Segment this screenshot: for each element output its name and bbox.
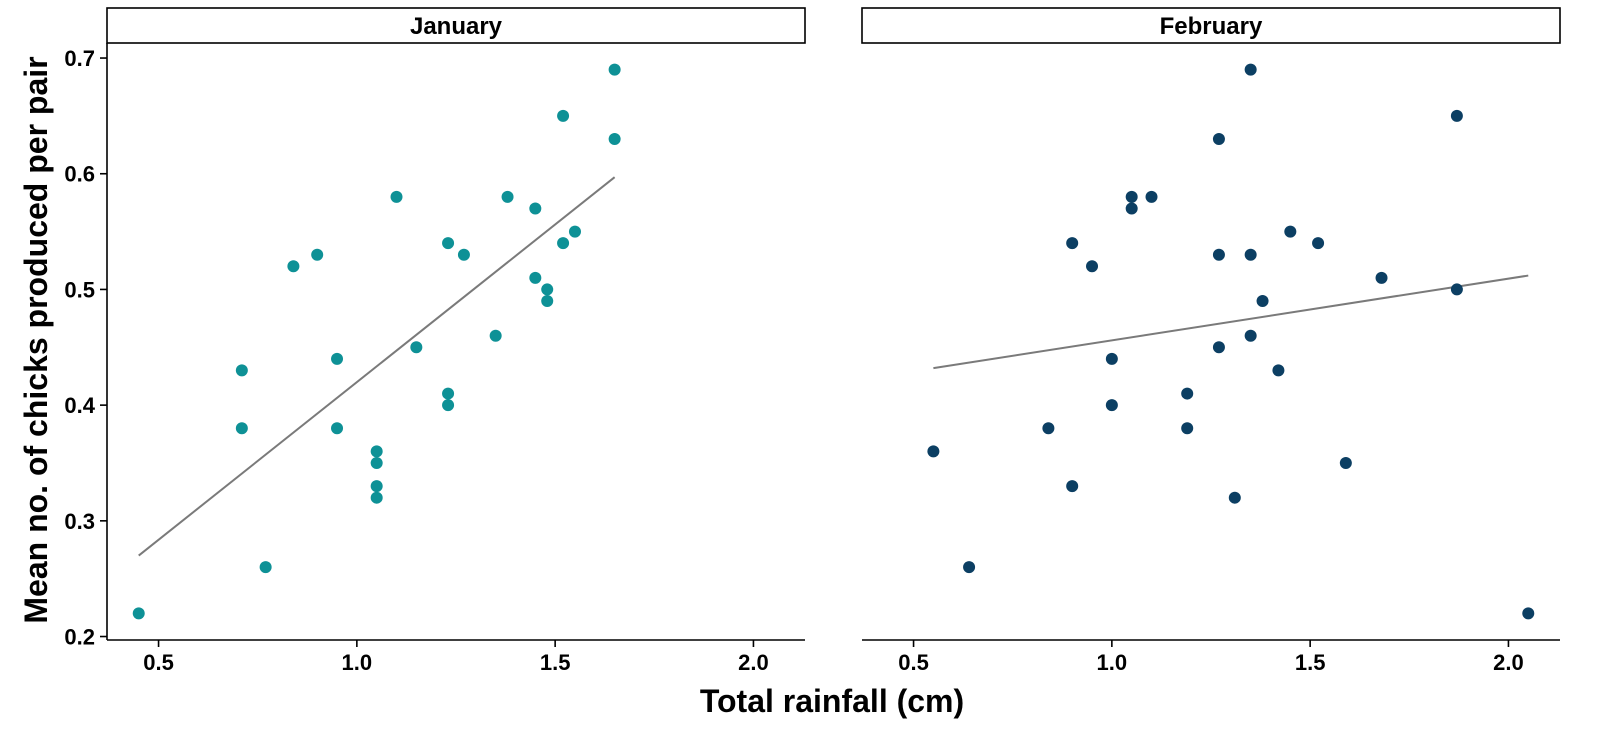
data-point [568,225,581,238]
y-tick-label: 0.2 [64,625,95,650]
data-point [1450,109,1463,122]
data-point [1181,387,1194,400]
x-tick-label: 2.0 [1493,650,1524,675]
facet-strip [861,7,1561,44]
data-point [1244,63,1257,76]
data-point [259,561,272,574]
data-point [1272,364,1285,377]
data-point [1244,248,1257,261]
trend-line [933,274,1529,370]
data-point [370,491,383,504]
data-point [331,422,344,435]
data-point [370,445,383,458]
y-tick-label: 0.4 [64,393,95,418]
data-point [557,109,570,122]
data-point [132,607,145,620]
data-point [235,364,248,377]
data-point [1145,190,1158,203]
x-tick-label: 0.5 [898,650,929,675]
x-tick-label: 1.5 [1295,650,1326,675]
data-point [331,352,344,365]
data-point [1181,422,1194,435]
data-point [1212,341,1225,354]
data-point [410,341,423,354]
y-tick-label: 0.3 [64,509,95,534]
data-point [311,248,324,261]
data-point [1339,456,1352,469]
data-point [457,248,470,261]
data-point [1125,202,1138,215]
facet-label: January [410,13,503,40]
data-point [1522,607,1535,620]
data-point [287,260,300,273]
y-axis-title: Mean no. of chicks produced per pair [18,56,54,623]
chart-panels: January 0.5 1.0 1.5 2.0 0.2 0.3 0.4 0.5 0.6 0.7 Feb… [64,7,1561,675]
data-point [529,271,542,284]
data-point [501,190,514,203]
data-point [1450,283,1463,296]
data-point [1256,295,1269,308]
data-point [529,202,542,215]
data-point [541,283,554,296]
x-tick-label: 1.5 [540,650,571,675]
data-point [608,133,621,146]
data-point [1066,237,1079,250]
data-point [1066,480,1079,493]
x-tick-label: 1.0 [342,650,373,675]
data-point [489,329,502,342]
data-point [442,399,455,412]
x-tick-label: 1.0 [1097,650,1128,675]
x-tick-label: 0.5 [143,650,174,675]
data-point [1228,491,1241,504]
data-point [541,295,554,308]
data-point [1284,225,1297,238]
data-point [370,480,383,493]
data-point [1212,133,1225,146]
data-point [370,456,383,469]
data-point [1105,399,1118,412]
data-point [442,237,455,250]
data-point [1086,260,1099,273]
data-point [390,190,403,203]
data-point [1375,271,1388,284]
data-point [557,237,570,250]
data-point [1125,190,1138,203]
facet-panel-february: February 0.5 1.0 1.5 2.0 [861,7,1561,675]
data-point [963,561,976,574]
data-point [442,387,455,400]
x-tick-label: 2.0 [738,650,769,675]
data-point [608,63,621,76]
data-point [1312,237,1325,250]
trend-line [138,176,616,557]
data-point [235,422,248,435]
facet-strip [106,7,806,44]
y-tick-label: 0.6 [64,162,95,187]
y-tick-label: 0.7 [64,46,95,71]
y-tick-label: 0.5 [64,277,95,302]
data-point [1244,329,1257,342]
data-point [1212,248,1225,261]
data-point [1105,352,1118,365]
facet-label: February [1160,13,1263,40]
data-point [1042,422,1055,435]
facet-panel-january: January 0.5 1.0 1.5 2.0 0.2 0.3 0.4 0.5 0.6 0.7 [64,7,806,675]
data-point [927,445,940,458]
x-axis-title: Total rainfall (cm) [700,683,964,719]
